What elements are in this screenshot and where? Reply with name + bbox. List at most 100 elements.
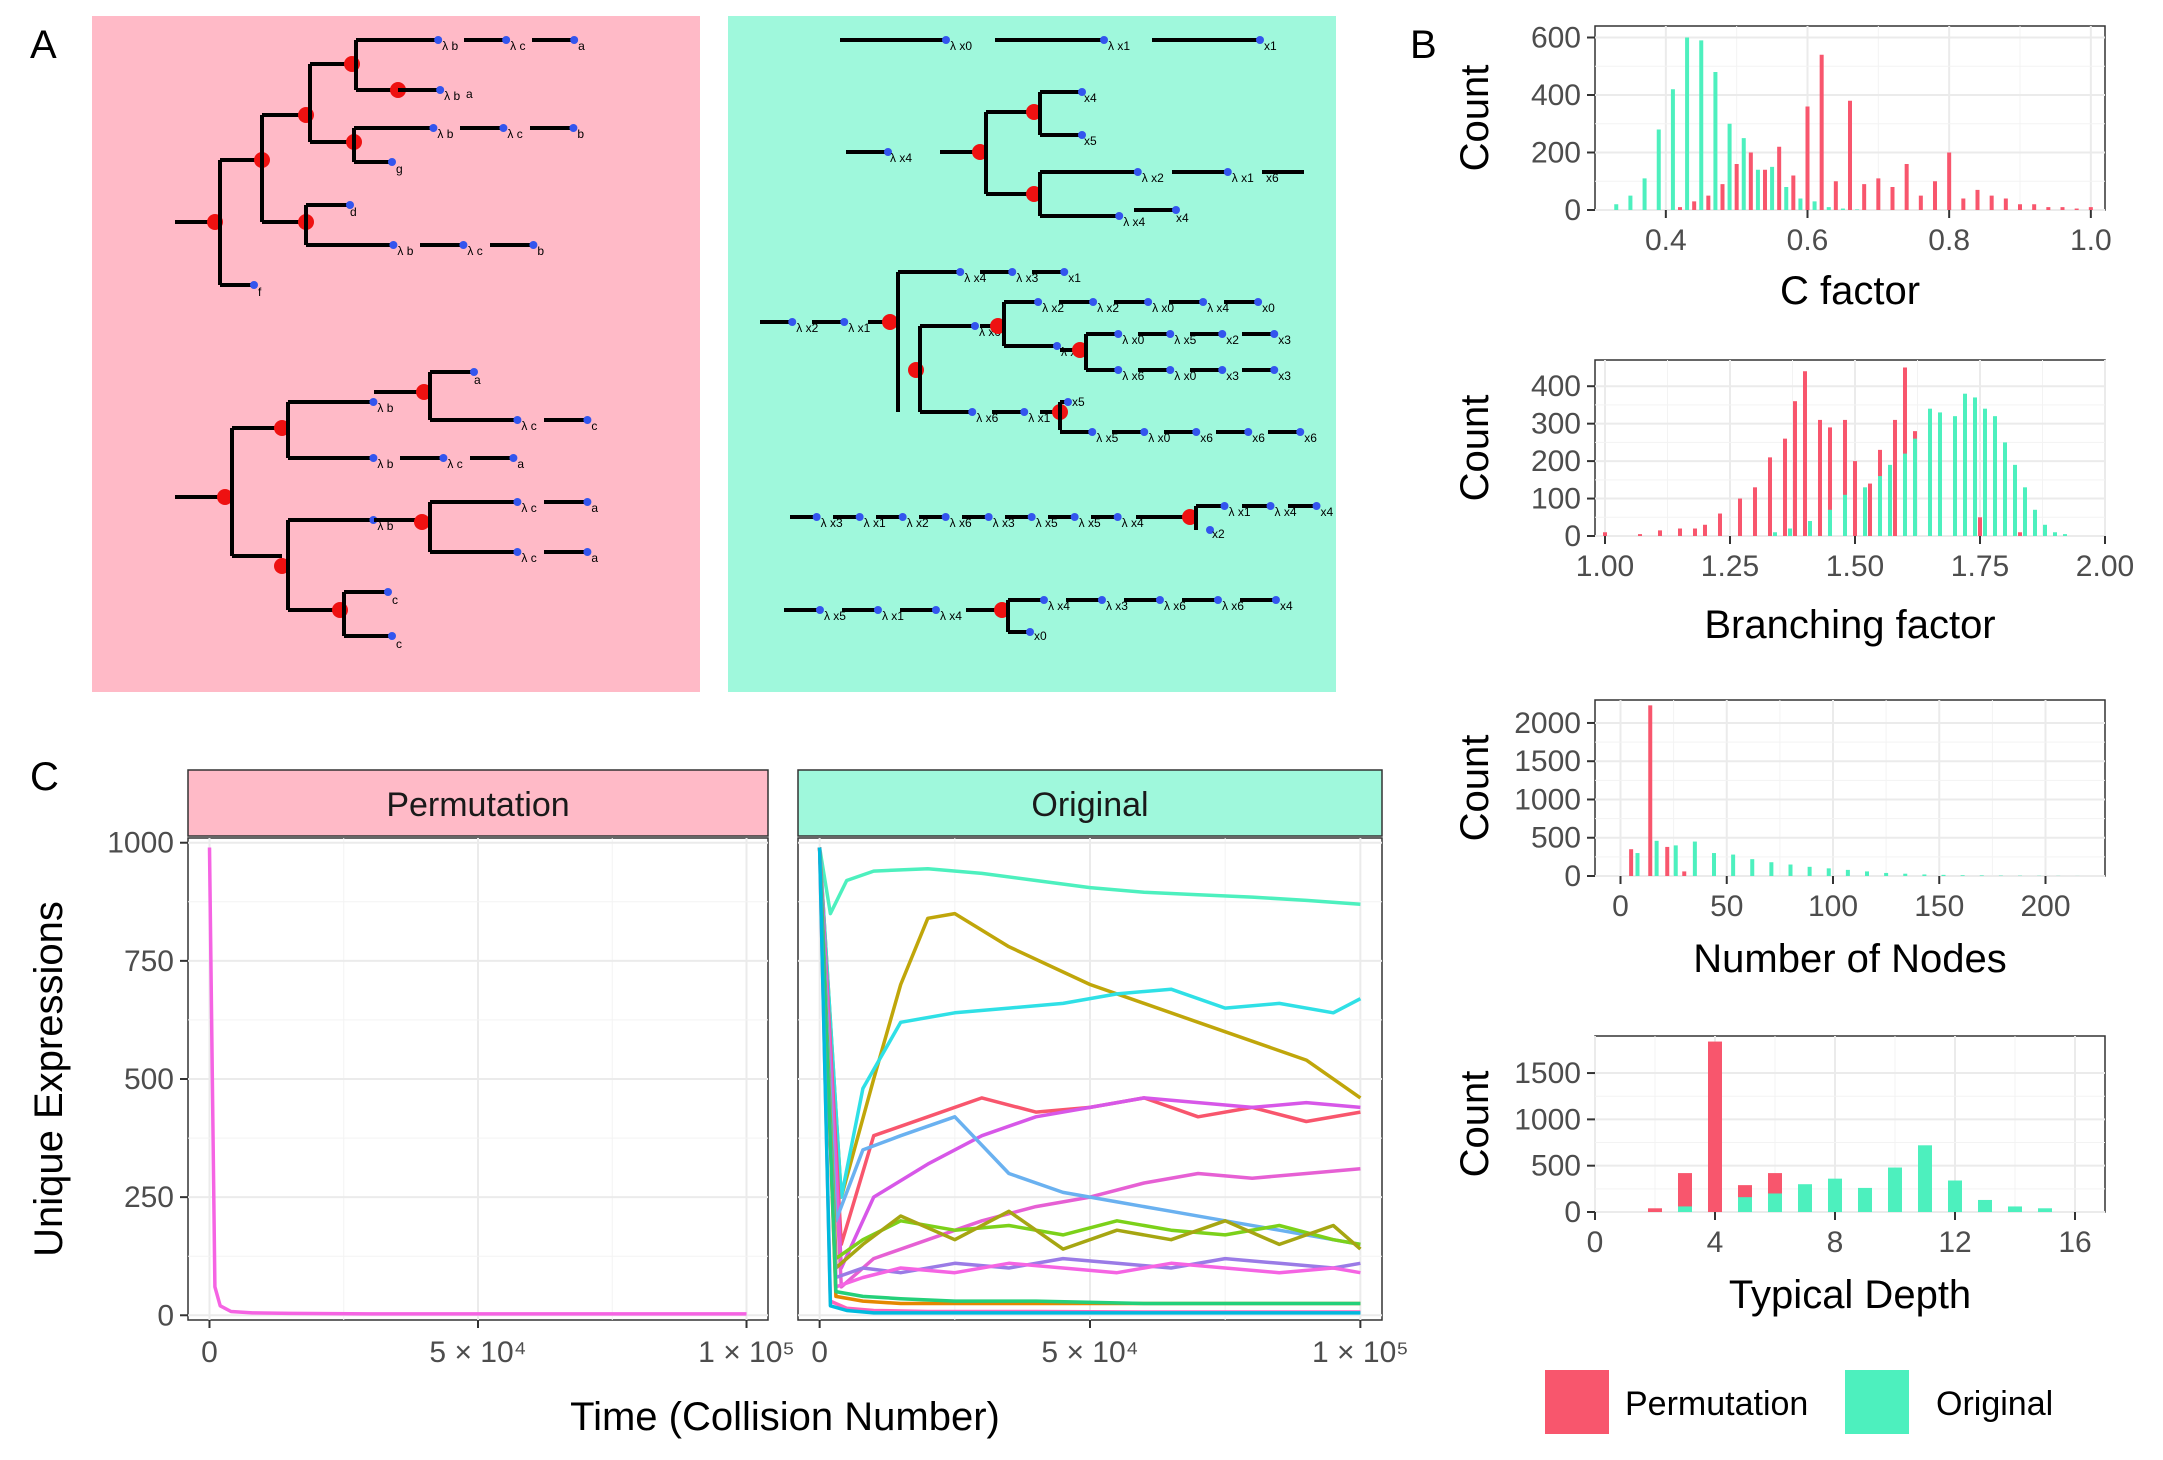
histogram-bar bbox=[1718, 513, 1722, 536]
histogram-bar bbox=[1656, 129, 1661, 210]
tree-label: x2 bbox=[1226, 333, 1239, 347]
series-line bbox=[817, 847, 1362, 1270]
x-tick-label: 1.0 bbox=[2070, 224, 2112, 257]
tree-label: λ x3 bbox=[1016, 271, 1038, 285]
permutation-trees: f d λ b λ c b λ b λ c b g λ b λ c a λ b a λ b a λ c c λ b λ… bbox=[175, 36, 598, 651]
tree-label: a bbox=[591, 501, 598, 515]
histogram-bar bbox=[1853, 461, 1857, 536]
tree-leaf bbox=[942, 36, 950, 44]
y-tick-label: 2000 bbox=[1514, 707, 1581, 740]
histogram-bar bbox=[1748, 152, 1753, 210]
y-tick-label: 0 bbox=[1564, 520, 1581, 553]
tree-leaf bbox=[1114, 330, 1123, 338]
histogram-bar bbox=[1784, 187, 1789, 210]
tree-label: λ b bbox=[377, 457, 393, 471]
tree-leaf bbox=[1270, 330, 1279, 338]
tree-leaf bbox=[1133, 168, 1142, 176]
histogram-bar bbox=[1629, 849, 1634, 876]
tree-label: c bbox=[392, 593, 398, 607]
histogram-bar bbox=[1678, 528, 1682, 536]
tree-label: λ x2 bbox=[1142, 171, 1164, 185]
y-tick-label: 0 bbox=[1564, 860, 1581, 893]
panel-label-a: A bbox=[30, 23, 57, 67]
histogram-bar bbox=[1978, 1199, 1992, 1212]
histogram-bar bbox=[1843, 419, 1847, 536]
tree-leaf bbox=[1078, 88, 1086, 96]
histogram-bar bbox=[1773, 532, 1777, 536]
y-axis-title: Count bbox=[1453, 65, 1497, 172]
series-line bbox=[817, 847, 1362, 1199]
histogram-bar bbox=[1658, 530, 1662, 536]
x-tick-label: 1.25 bbox=[1701, 550, 1759, 583]
tree-label: λ x4 bbox=[940, 609, 962, 623]
tree-label: λ x0 bbox=[1174, 369, 1196, 383]
tree-label: a bbox=[474, 373, 481, 387]
y-tick-label: 1000 bbox=[1514, 783, 1581, 816]
histogram-bar bbox=[1798, 198, 1803, 210]
series-line bbox=[817, 847, 1361, 1306]
histogram-bar bbox=[1635, 853, 1640, 876]
y-axis-title: Count bbox=[1453, 735, 1497, 842]
x-tick-label: 0 bbox=[811, 1336, 828, 1369]
histogram-bar bbox=[1720, 184, 1725, 210]
histogram-bar bbox=[1858, 1187, 1872, 1212]
y-tick-label: 1000 bbox=[107, 827, 174, 860]
tree-label: a bbox=[578, 39, 585, 53]
tree-label: λ x5 bbox=[824, 609, 846, 623]
histogram-bar bbox=[1769, 862, 1774, 876]
histogram-bar bbox=[1628, 195, 1633, 210]
tree-label: a bbox=[466, 87, 473, 101]
tree-label: g bbox=[396, 162, 403, 176]
tree-leaf bbox=[1115, 212, 1124, 220]
tree-leaf bbox=[583, 548, 592, 556]
tree-leaf bbox=[1053, 342, 1061, 350]
tree-node bbox=[882, 314, 898, 330]
histogram-bar bbox=[1788, 864, 1793, 876]
x-axis-title: Typical Depth bbox=[1729, 1273, 1971, 1317]
tree-leaf bbox=[1166, 366, 1175, 374]
tree-label: λ x4 bbox=[964, 271, 986, 285]
histogram-bar bbox=[2018, 532, 2022, 536]
y-tick-label: 0 bbox=[157, 1299, 174, 1332]
tree-leaf bbox=[369, 398, 378, 406]
y-tick-label: 200 bbox=[1531, 445, 1581, 478]
histogram-bar bbox=[1768, 1193, 1782, 1212]
series-line bbox=[207, 847, 747, 1316]
tree-node bbox=[414, 514, 430, 530]
histogram-bar bbox=[1913, 438, 1917, 536]
tree-leaf bbox=[1089, 298, 1098, 306]
tree-label: λ x5 bbox=[1036, 516, 1058, 530]
histogram-bar bbox=[2023, 487, 2027, 536]
y-tick-label: 250 bbox=[124, 1181, 174, 1214]
histogram-bar bbox=[1793, 401, 1797, 536]
y-tick-label: 300 bbox=[1531, 408, 1581, 441]
histogram-bar bbox=[1763, 169, 1767, 210]
tree-label: λ x5 bbox=[1079, 516, 1101, 530]
tree-label: x4 bbox=[1084, 91, 1097, 105]
y-tick-label: 1500 bbox=[1514, 1057, 1581, 1090]
tree-leaf bbox=[502, 36, 511, 44]
histogram-bar bbox=[1818, 419, 1822, 536]
tree-label: λ c bbox=[521, 551, 536, 565]
histogram-bar bbox=[1706, 195, 1711, 210]
tree-label: λ x3 bbox=[1106, 599, 1128, 613]
tree-leaf bbox=[1039, 596, 1048, 604]
tree-label: λ c bbox=[447, 457, 462, 471]
histogram-bar bbox=[1903, 367, 1907, 536]
x-tick-label: 8 bbox=[1827, 1226, 1844, 1259]
x-tick-label: 1 × 10⁵ bbox=[698, 1336, 795, 1369]
tree-leaf bbox=[509, 454, 518, 462]
x-axis-title: Number of Nodes bbox=[1693, 937, 2006, 981]
histogram-bar bbox=[1876, 178, 1881, 210]
histogram-bar bbox=[2008, 1206, 2022, 1212]
histogram-bar bbox=[1843, 494, 1847, 536]
legend-original-swatch bbox=[1845, 1370, 1909, 1434]
tree-label: λ b bbox=[444, 89, 460, 103]
histogram-bar bbox=[1978, 517, 1982, 536]
tree-label: λ x4 bbox=[1207, 301, 1229, 315]
histogram-bar bbox=[1731, 854, 1736, 876]
tree-leaf bbox=[1070, 513, 1079, 521]
tree-label: x2 bbox=[1212, 527, 1225, 541]
tree-label: x0 bbox=[1262, 301, 1275, 315]
